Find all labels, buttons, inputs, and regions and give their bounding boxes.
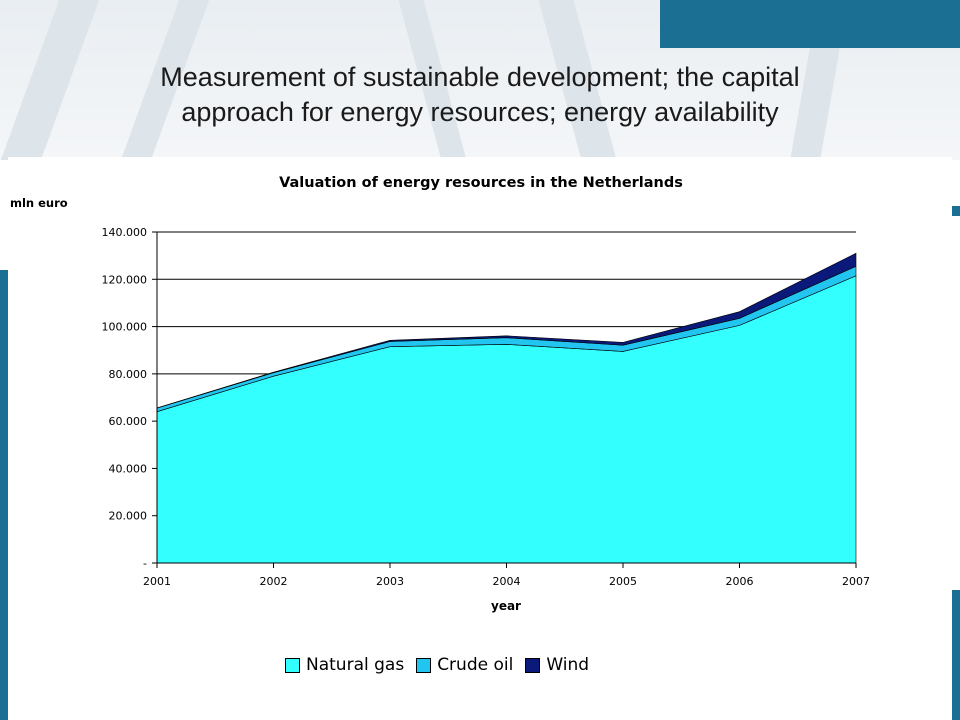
chart-title: Valuation of energy resources in the Net… xyxy=(279,175,683,191)
legend-item-wind: Wind xyxy=(525,655,589,675)
legend-label-natural-gas: Natural gas xyxy=(306,655,405,675)
legend-item-natural-gas: Natural gas xyxy=(285,655,404,675)
y-tick-label: - xyxy=(143,557,147,570)
legend-label-crude-oil: Crude oil xyxy=(437,655,514,675)
x-tick-label: 2002 xyxy=(260,575,288,588)
right-accent-bar xyxy=(950,590,960,720)
slide-title: Measurement of sustainable development; … xyxy=(60,60,900,130)
left-accent-bar xyxy=(0,270,8,720)
x-axis-label: year xyxy=(491,599,521,613)
legend-label-wind: Wind xyxy=(546,655,590,675)
x-tick-label: 2001 xyxy=(143,575,171,588)
y-axis-label: mln euro xyxy=(10,196,68,210)
x-tick-label: 2004 xyxy=(493,575,521,588)
legend-swatch-wind xyxy=(525,657,541,673)
y-tick-label: 120.000 xyxy=(102,273,148,286)
legend-swatch-natural-gas xyxy=(285,657,300,673)
slide-title-line-1: Measurement of sustainable development; … xyxy=(160,62,800,92)
legend-swatch-crude-oil xyxy=(416,657,432,673)
x-tick-label: 2007 xyxy=(842,575,870,588)
plot-area: - 20.000 40.000 60.000 80.000 100.000 120.000 1… xyxy=(102,226,871,588)
y-tick-label: 60.000 xyxy=(109,415,148,428)
x-tick-label: 2006 xyxy=(726,575,754,588)
x-tick-label: 2003 xyxy=(376,575,404,588)
y-tick-label: 140.000 xyxy=(102,226,148,239)
x-tick-label: 2005 xyxy=(609,575,637,588)
right-accent-marker xyxy=(950,206,960,216)
y-tick-label: 80.000 xyxy=(109,368,148,381)
y-tick-label: 100.000 xyxy=(102,321,148,334)
legend-item-crude-oil: Crude oil xyxy=(416,655,513,675)
area-wind xyxy=(156,252,857,409)
slide-title-line-2: approach for energy resources; energy av… xyxy=(181,97,779,127)
y-tick-label: 20.000 xyxy=(109,510,148,523)
y-tick-label: 40.000 xyxy=(109,462,148,475)
chart-legend: Natural gas Crude oil Wind xyxy=(285,652,589,678)
header-accent-block xyxy=(660,0,960,48)
